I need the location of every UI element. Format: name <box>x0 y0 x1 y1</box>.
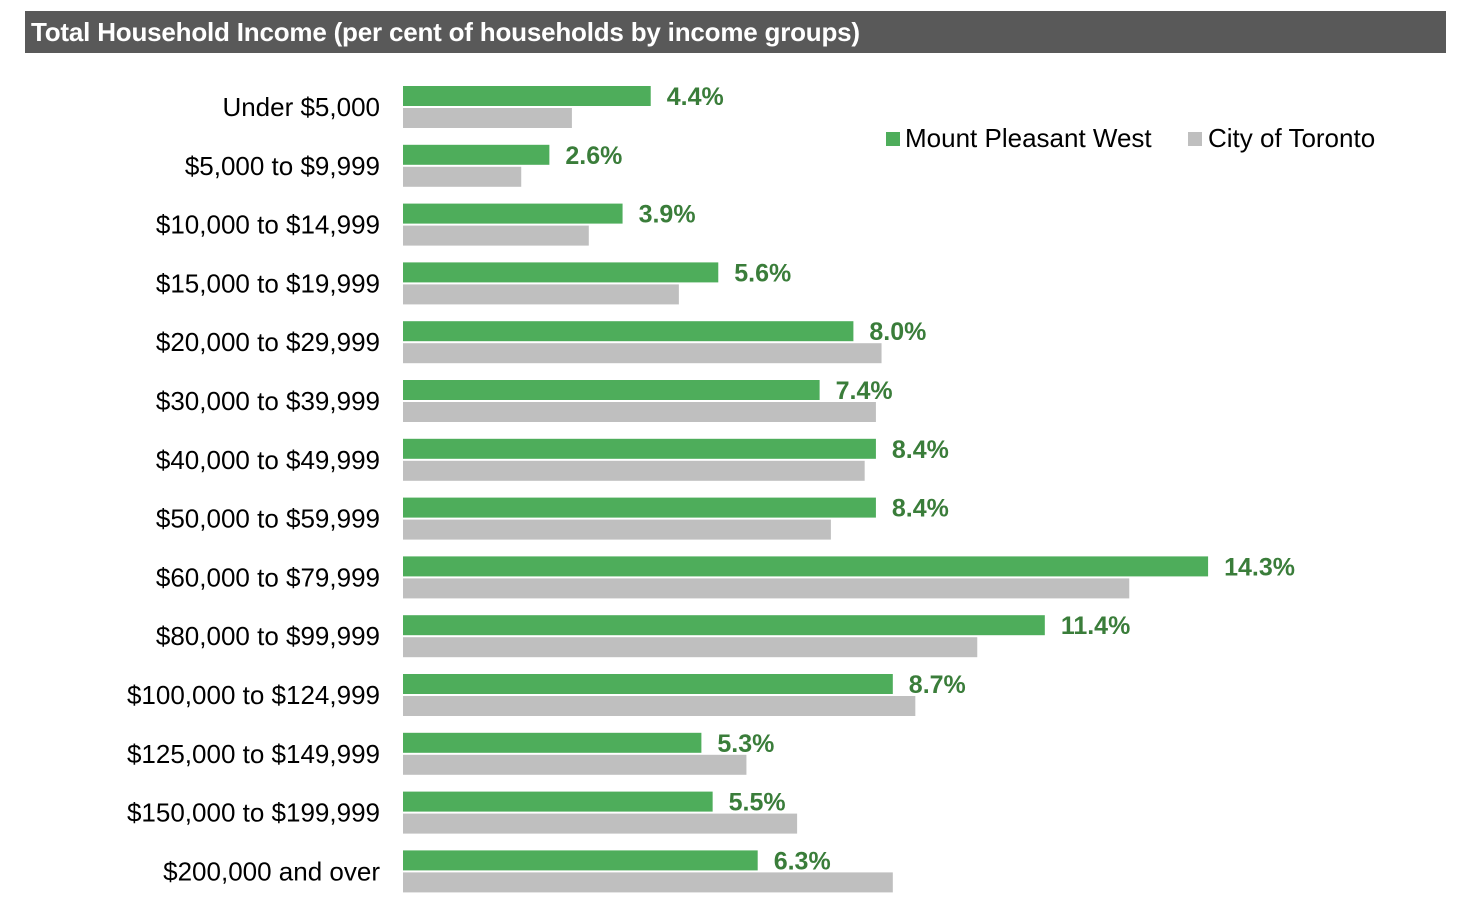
bar-city-of-toronto <box>403 460 865 481</box>
data-label: 7.4% <box>836 377 893 405</box>
category-label: $10,000 to $14,999 <box>156 210 380 240</box>
category-label: $60,000 to $79,999 <box>156 562 380 592</box>
data-label: 6.3% <box>774 847 831 875</box>
bar-mount-pleasant-west <box>403 556 1209 577</box>
category-label: $150,000 to $199,999 <box>127 798 380 828</box>
category-label: $20,000 to $29,999 <box>156 327 380 357</box>
bar-mount-pleasant-west <box>403 144 550 165</box>
bar-city-of-toronto <box>403 754 747 775</box>
bar-mount-pleasant-west <box>403 615 1045 636</box>
bar-city-of-toronto <box>403 696 916 716</box>
category-label: $15,000 to $19,999 <box>156 268 380 298</box>
bar-mount-pleasant-west <box>403 438 876 459</box>
category-label: $100,000 to $124,999 <box>127 680 380 710</box>
data-label: 8.0% <box>869 318 926 346</box>
bar-mount-pleasant-west <box>403 850 758 871</box>
legend-swatch-city-of-toronto <box>1188 132 1202 146</box>
legend-label-city-of-toronto: City of Toronto <box>1208 123 1375 153</box>
data-label: 8.4% <box>892 436 949 464</box>
data-label: 14.3% <box>1224 553 1295 581</box>
category-label: $200,000 and over <box>163 856 380 886</box>
bar-city-of-toronto <box>403 519 831 540</box>
bar-mount-pleasant-west <box>403 497 876 518</box>
bar-city-of-toronto <box>403 872 893 893</box>
category-label: $40,000 to $49,999 <box>156 445 380 475</box>
bar-city-of-toronto <box>403 225 589 246</box>
bar-city-of-toronto <box>403 166 522 187</box>
bar-mount-pleasant-west <box>403 380 820 400</box>
data-label: 8.4% <box>892 495 949 523</box>
legend-label-mount-pleasant-west: Mount Pleasant West <box>905 123 1152 153</box>
bar-city-of-toronto <box>403 637 978 658</box>
data-label: 5.3% <box>717 730 774 758</box>
category-label: $50,000 to $59,999 <box>156 504 380 534</box>
bar-city-of-toronto <box>403 343 882 364</box>
chart-title-bar: Total Household Income (per cent of hous… <box>25 11 1446 53</box>
data-label: 4.4% <box>667 83 724 111</box>
chart-title: Total Household Income (per cent of hous… <box>31 16 860 47</box>
category-label: Under $5,000 <box>222 92 380 122</box>
bar-mount-pleasant-west <box>403 791 713 812</box>
category-label: $5,000 to $9,999 <box>185 151 380 181</box>
data-label: 5.6% <box>734 259 791 287</box>
bar-mount-pleasant-west <box>403 732 702 753</box>
data-label: 5.5% <box>729 789 786 817</box>
bar-city-of-toronto <box>403 402 876 422</box>
bar-city-of-toronto <box>403 578 1130 599</box>
bar-mount-pleasant-west <box>403 262 719 283</box>
legend-swatch-mount-pleasant-west <box>886 132 900 146</box>
bar-city-of-toronto <box>403 108 572 128</box>
bar-city-of-toronto <box>403 284 679 305</box>
data-label: 2.6% <box>565 142 622 170</box>
category-label: $125,000 to $149,999 <box>127 739 380 769</box>
bar-mount-pleasant-west <box>403 321 854 342</box>
category-label: $80,000 to $99,999 <box>156 621 380 651</box>
data-label: 8.7% <box>909 671 966 699</box>
bar-city-of-toronto <box>403 813 798 834</box>
category-label: $30,000 to $39,999 <box>156 386 380 416</box>
data-label: 3.9% <box>639 201 696 229</box>
data-label: 11.4% <box>1061 612 1131 640</box>
bar-mount-pleasant-west <box>403 203 623 224</box>
bar-mount-pleasant-west <box>403 86 651 106</box>
bar-mount-pleasant-west <box>403 674 893 694</box>
